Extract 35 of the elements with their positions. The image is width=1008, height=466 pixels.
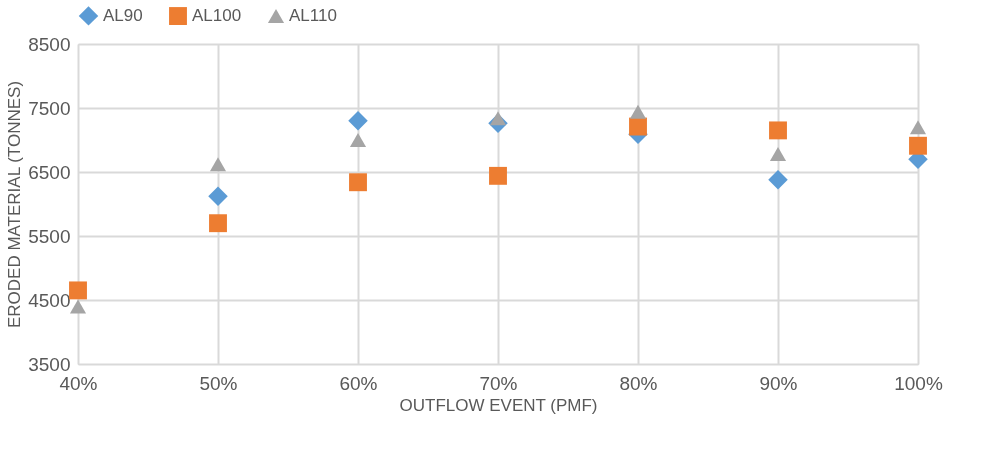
point bbox=[909, 120, 927, 135]
point bbox=[629, 117, 647, 136]
legend-label: AL90 bbox=[103, 5, 143, 25]
y-tick-label: 7500 bbox=[28, 97, 71, 119]
point bbox=[769, 147, 787, 162]
point bbox=[349, 173, 367, 192]
point bbox=[348, 111, 368, 131]
x-axis-title: OUTFLOW EVENT (PMF) bbox=[399, 395, 598, 415]
point bbox=[909, 136, 927, 155]
point bbox=[209, 157, 227, 172]
y-tick-label: 6500 bbox=[28, 161, 71, 183]
y-tick-label: 4500 bbox=[28, 289, 71, 311]
point bbox=[69, 281, 87, 300]
y-tick-label: 3500 bbox=[28, 353, 71, 375]
point bbox=[768, 169, 788, 190]
y-axis-title: ERODED MATERIAL (TONNES) bbox=[5, 80, 25, 329]
point bbox=[489, 111, 507, 126]
y-tick-label: 8500 bbox=[28, 33, 71, 55]
point bbox=[489, 166, 507, 185]
legend-label: AL110 bbox=[289, 6, 337, 25]
point bbox=[209, 214, 227, 233]
x-tick-label: 90% bbox=[759, 372, 798, 394]
x-tick-label: 100% bbox=[894, 372, 943, 394]
point bbox=[208, 186, 228, 207]
x-tick-label: 70% bbox=[479, 372, 518, 394]
x-tick-label: 80% bbox=[619, 372, 658, 394]
x-tick-label: 50% bbox=[199, 372, 238, 394]
point bbox=[69, 299, 87, 314]
x-tick-label: 60% bbox=[339, 372, 378, 394]
point bbox=[769, 121, 787, 140]
y-tick-label: 5500 bbox=[28, 225, 71, 247]
point bbox=[349, 133, 367, 147]
x-tick-label: 40% bbox=[59, 372, 98, 394]
legend-label: AL100 bbox=[192, 6, 242, 26]
point bbox=[629, 104, 647, 119]
